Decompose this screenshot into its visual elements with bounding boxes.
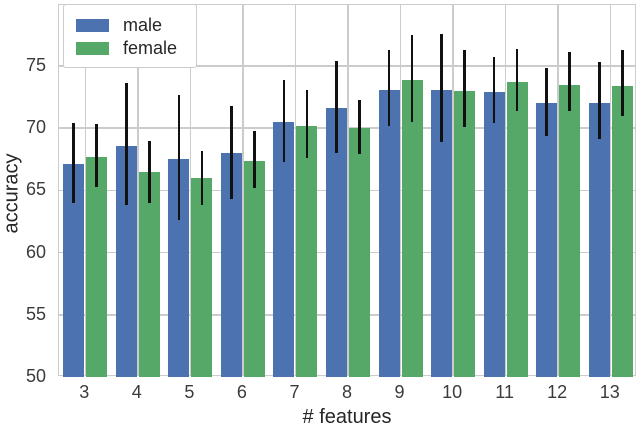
bar-female-5 — [191, 177, 213, 377]
bar-male-5 — [168, 159, 190, 377]
error-bar-female-3 — [95, 124, 99, 187]
v-gridline — [504, 5, 507, 375]
bar-female-10 — [454, 90, 476, 377]
legend-label-female: female — [123, 38, 178, 58]
v-gridline — [84, 5, 87, 375]
x-axis-label: # features — [302, 406, 392, 428]
error-bar-male-7 — [282, 79, 286, 162]
y-tick-label: 70 — [25, 117, 46, 138]
plot-area: male female — [58, 4, 636, 377]
error-bar-male-8 — [335, 60, 338, 154]
x-tick-label: 13 — [599, 382, 620, 402]
x-tick-label: 12 — [547, 382, 568, 402]
x-tick-label: 5 — [184, 382, 195, 402]
h-gridline — [59, 65, 635, 67]
bar-male-13 — [588, 103, 610, 377]
error-bar-male-12 — [545, 68, 548, 136]
error-bar-female-8 — [358, 99, 361, 155]
legend-item-male: male — [76, 15, 186, 35]
bar-male-8 — [326, 108, 347, 377]
error-bar-female-13 — [620, 49, 624, 116]
h-gridline — [59, 189, 635, 192]
v-gridline — [347, 5, 349, 375]
x-tick-label: 8 — [341, 382, 353, 402]
v-gridline — [137, 5, 139, 375]
bar-male-10 — [431, 89, 453, 377]
x-tick-label: 11 — [495, 382, 514, 402]
y-tick-label: 50 — [25, 366, 46, 386]
error-bar-male-3 — [72, 123, 76, 203]
y-tick-label: 65 — [25, 179, 46, 200]
x-tick-label: 7 — [289, 382, 300, 402]
legend-label-male: male — [123, 15, 163, 35]
bar-female-7 — [296, 125, 318, 377]
error-bar-male-10 — [440, 33, 443, 142]
h-gridline — [59, 314, 635, 316]
error-bar-female-10 — [463, 49, 466, 127]
error-bar-male-13 — [597, 62, 601, 140]
bar-female-11 — [506, 82, 528, 377]
y-tick-label: 60 — [25, 241, 46, 262]
v-gridline — [609, 5, 612, 375]
bar-female-12 — [559, 84, 581, 377]
v-gridline — [242, 5, 244, 375]
y-tick-label: 55 — [25, 303, 46, 324]
v-gridline — [399, 5, 402, 375]
error-bar-male-4 — [125, 83, 128, 206]
h-gridline — [59, 127, 635, 129]
bar-female-4 — [138, 171, 160, 377]
bar-female-8 — [349, 128, 370, 377]
y-tick-label: 75 — [25, 54, 46, 75]
bar-male-6 — [220, 153, 242, 377]
v-gridline — [294, 5, 297, 375]
error-bar-male-5 — [177, 94, 181, 221]
male-color-swatch — [76, 18, 109, 32]
v-gridline — [557, 5, 559, 375]
bar-male-4 — [115, 145, 137, 377]
h-gridline — [59, 251, 635, 254]
bar-male-11 — [483, 92, 505, 377]
error-bar-male-9 — [387, 49, 391, 126]
x-tick-label: 4 — [131, 382, 142, 402]
error-bar-male-6 — [230, 105, 233, 200]
legend-item-female: female — [76, 38, 186, 58]
v-gridline — [452, 5, 454, 375]
bar-male-9 — [378, 89, 400, 377]
female-color-swatch — [76, 41, 109, 55]
error-bar-male-11 — [492, 57, 496, 124]
x-tick-label: 10 — [442, 382, 463, 402]
error-bar-female-5 — [200, 150, 204, 206]
legend: male female — [63, 4, 197, 68]
x-tick-label: 6 — [236, 382, 247, 402]
error-bar-female-6 — [253, 130, 256, 188]
error-bar-female-9 — [410, 34, 414, 122]
bar-male-7 — [273, 121, 295, 377]
bar-female-9 — [401, 79, 423, 377]
bar-female-3 — [86, 156, 108, 377]
x-tick-label: 9 — [394, 382, 405, 402]
x-tick-label: 3 — [79, 382, 90, 402]
bar-female-13 — [611, 85, 633, 377]
bar-female-6 — [243, 160, 265, 377]
bar-male-3 — [63, 164, 85, 377]
error-bar-female-4 — [148, 140, 151, 203]
error-bar-female-7 — [305, 89, 309, 159]
error-bar-female-12 — [568, 52, 571, 111]
v-gridline — [189, 5, 192, 375]
error-bar-female-11 — [515, 48, 519, 111]
bar-male-12 — [536, 103, 558, 377]
